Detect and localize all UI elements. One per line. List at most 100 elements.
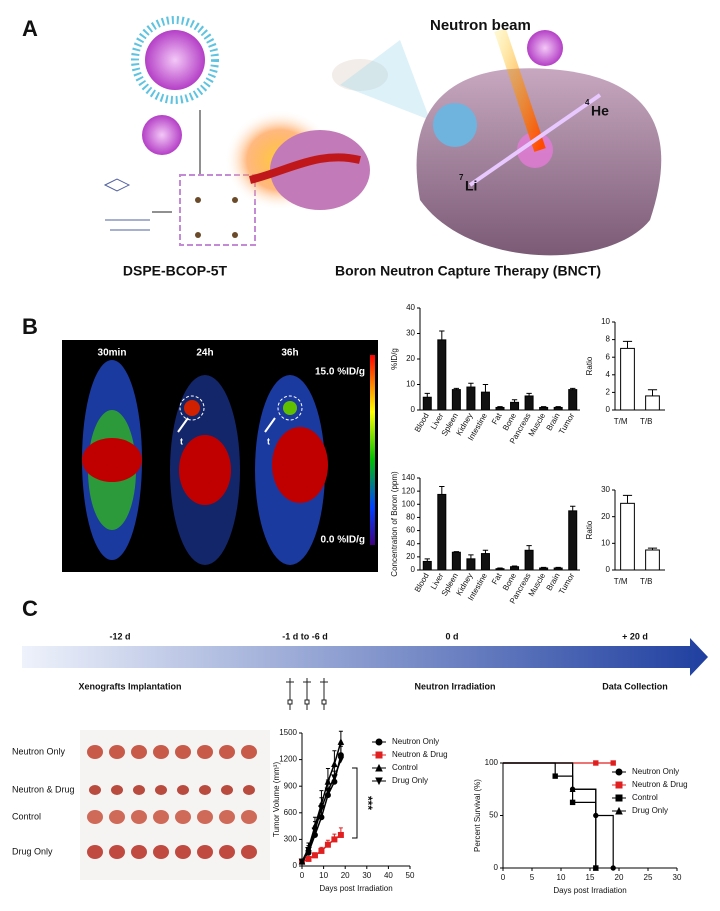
bar (510, 401, 520, 411)
group-label: Control (12, 811, 41, 821)
marker (311, 852, 318, 859)
tumor (87, 745, 103, 759)
y-tick-label: 0 (494, 863, 499, 872)
marker (569, 799, 576, 806)
legend-label: Neutron & Drug (632, 780, 688, 789)
bar (437, 339, 447, 411)
marker (337, 756, 345, 764)
compound-label: DSPE-BCOP-5T (123, 263, 228, 279)
bar (620, 347, 635, 411)
bar (539, 406, 549, 411)
tumor (153, 845, 169, 859)
x-tick-label: 25 (644, 873, 653, 882)
pet-image (62, 340, 378, 572)
error-bar (526, 392, 532, 396)
x-tick-label: 5 (530, 873, 535, 882)
marker (305, 855, 312, 862)
y-tick-label: 50 (489, 811, 498, 820)
error-bar (424, 392, 430, 398)
tumor (131, 745, 147, 759)
legend-label: Neutron Only (632, 767, 679, 776)
x-tick-label: 40 (384, 871, 393, 880)
marker (318, 847, 325, 854)
timeline-arrow (22, 638, 708, 676)
tumor (219, 745, 235, 759)
x-tick-label: T/M (614, 417, 628, 426)
survival-curve (503, 762, 597, 868)
y-tick-label: 30 (406, 329, 415, 338)
x-tick-label: Fat (490, 411, 504, 426)
bar (568, 389, 578, 411)
marker (592, 864, 599, 871)
error-bar (540, 566, 547, 569)
survival-curve (503, 762, 597, 868)
tumor (241, 845, 257, 859)
bar (466, 558, 476, 571)
marker (318, 805, 325, 812)
y-axis-label: Ratio (585, 520, 594, 539)
group-label: Drug Only (12, 846, 53, 856)
tumor (133, 785, 145, 795)
error-bar (439, 330, 445, 340)
y-tick-label: 0 (606, 405, 611, 414)
bar (466, 386, 476, 411)
y-tick-label: 20 (601, 512, 610, 521)
y-tick-label: 10 (601, 538, 610, 547)
y-tick-label: 40 (406, 539, 415, 548)
error-bar (647, 389, 658, 396)
marker (615, 781, 623, 789)
x-axis-label: Days post Irradiation (319, 884, 392, 893)
x-tick-label: 0 (501, 873, 506, 882)
marker (610, 865, 616, 871)
tumor (131, 845, 147, 859)
tumor (87, 810, 103, 824)
y-tick-label: 6 (606, 352, 611, 361)
isotope: Li (465, 178, 477, 194)
tumor (175, 810, 191, 824)
isotope-mass: 7 (459, 173, 464, 182)
y-tick-label: 8 (606, 335, 611, 344)
y-tick-label: 60 (406, 526, 415, 535)
y-tick-label: 80 (406, 513, 415, 522)
therapy-label: Boron Neutron Capture Therapy (BNCT) (335, 263, 601, 279)
bar (422, 560, 432, 571)
x-tick-label: Tumor (557, 571, 576, 596)
error-bar (468, 554, 474, 559)
tumor (131, 810, 147, 824)
marker (331, 836, 338, 843)
syringes (286, 678, 328, 710)
tumor (175, 745, 191, 759)
y-tick-label: 0 (411, 565, 416, 574)
bar (451, 389, 461, 411)
error-bar (622, 494, 633, 504)
y-tick-label: 20 (406, 354, 415, 363)
y-tick-label: 2 (606, 388, 611, 397)
error-bar (453, 551, 460, 553)
y-tick-label: 140 (402, 473, 416, 482)
x-tick-label: Blood (413, 572, 431, 594)
tumor-photo (80, 730, 270, 880)
x-tick-label: Blood (413, 412, 431, 434)
bar (524, 395, 534, 411)
y-axis-label: Tumor Volume (mm³) (272, 762, 281, 838)
y-tick-label: 0 (411, 405, 416, 414)
marker (375, 763, 383, 772)
tumor (241, 810, 257, 824)
x-tick-label: T/B (640, 417, 652, 426)
y-tick-label: 1500 (279, 728, 297, 737)
tumor (219, 845, 235, 859)
bar (539, 567, 549, 571)
panel-label: B (22, 314, 38, 339)
time-label: 36h (281, 348, 298, 359)
tumor (219, 810, 235, 824)
bar (495, 406, 505, 411)
error-bar (482, 384, 489, 393)
timeline-tick: + 20 d (622, 631, 648, 641)
error-bar (526, 545, 532, 551)
marker (337, 738, 345, 745)
error-bar (622, 340, 633, 349)
bar (510, 566, 520, 571)
marker (324, 787, 332, 795)
isotope-mass: 4 (585, 98, 590, 107)
